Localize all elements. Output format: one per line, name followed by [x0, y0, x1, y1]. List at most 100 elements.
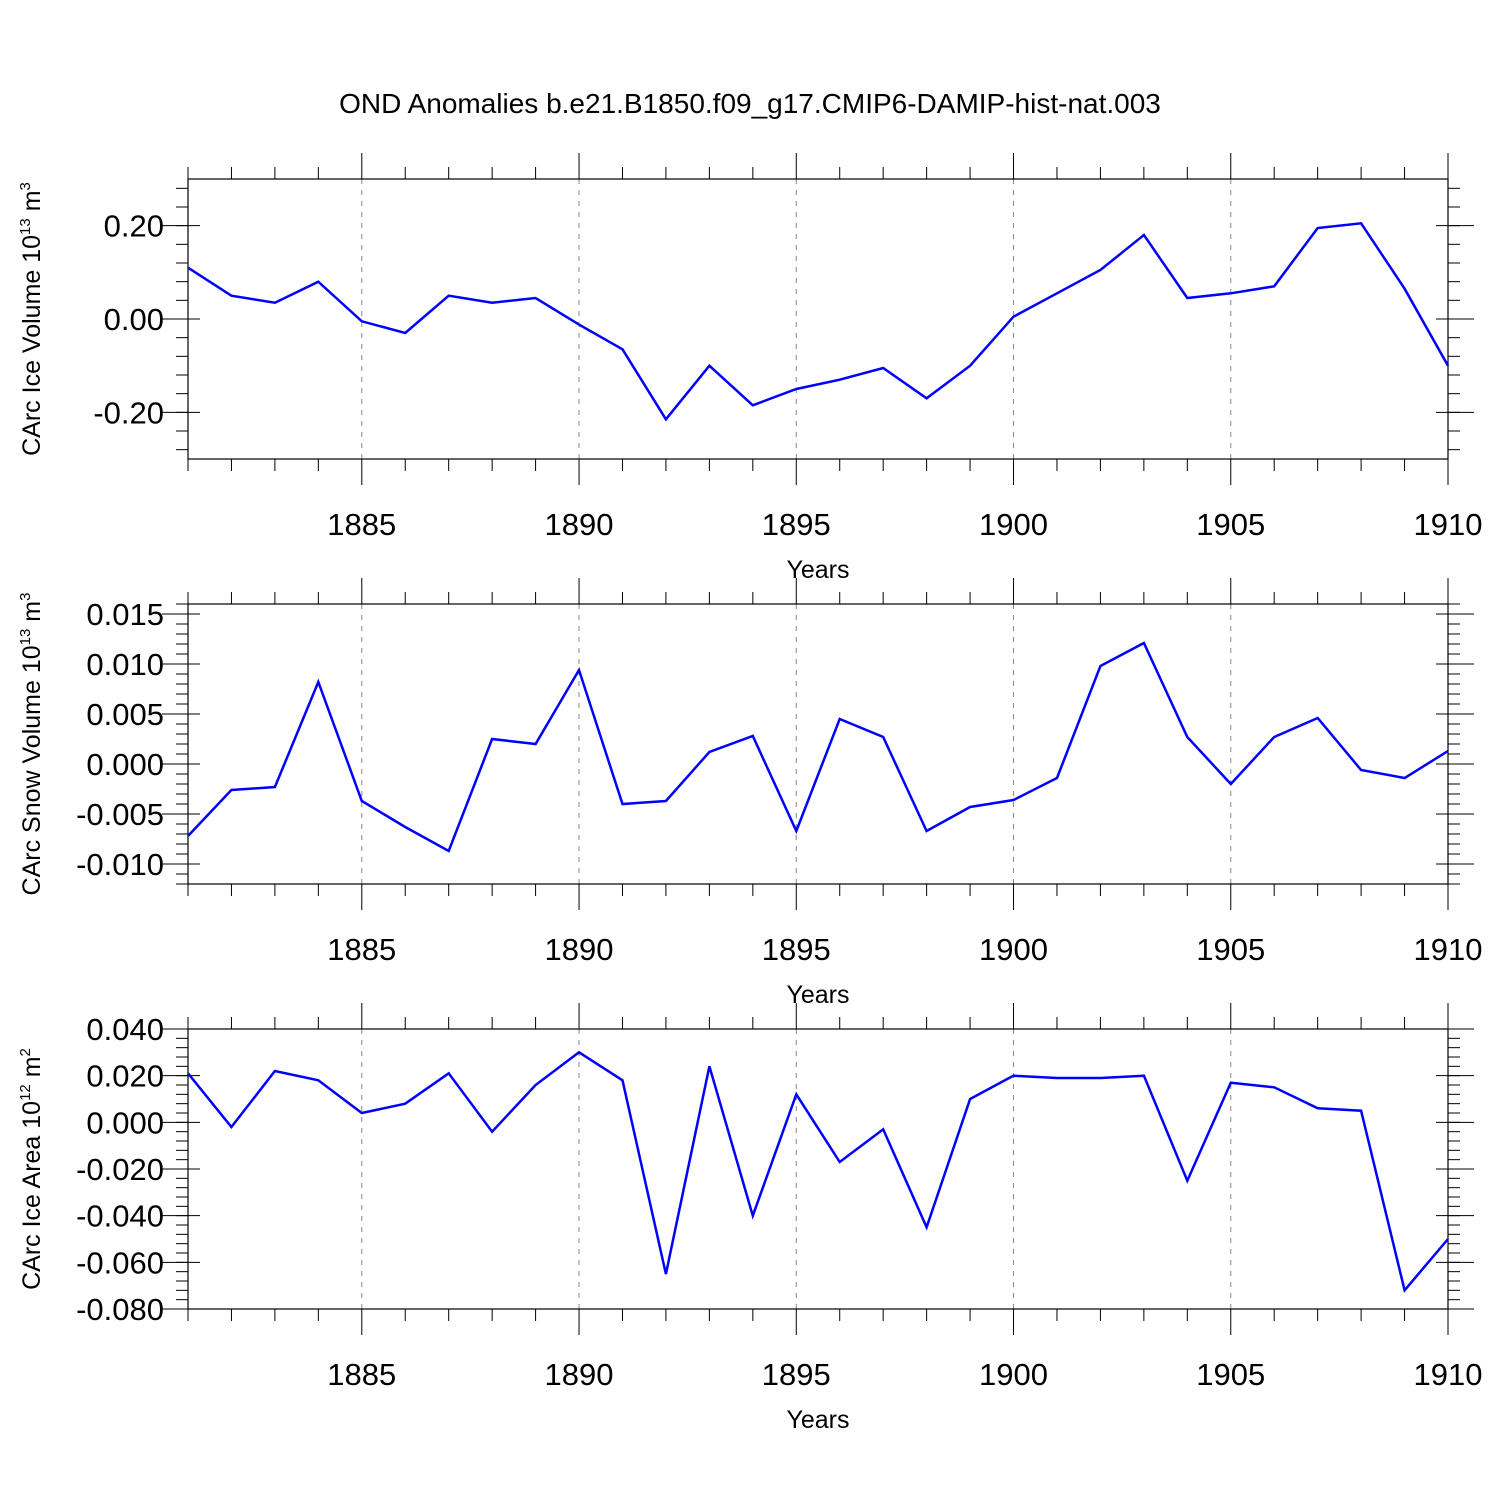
- x-axis-title: Years: [786, 556, 849, 584]
- data-point: [404, 826, 406, 828]
- data-point: [795, 388, 797, 390]
- ice-volume-panel: 0.20 0.00 -0.20 1885 1890 1895 1900 1905 1910 Yea…: [17, 153, 1482, 584]
- x-tick-label: 1890: [545, 507, 614, 542]
- data-point: [882, 736, 884, 738]
- data-point: [665, 800, 667, 802]
- x-tick-label: 1910: [1414, 1357, 1483, 1392]
- x-tick-label: 1900: [979, 932, 1048, 967]
- y-axis-title: CArc Snow Volume 1013 m3: [17, 593, 46, 896]
- x-axis-title: Years: [786, 1406, 849, 1434]
- data-point: [752, 1214, 754, 1216]
- data-point: [578, 1051, 580, 1053]
- y-tick-label: -0.005: [76, 797, 164, 832]
- y-tick-label: 0.015: [86, 597, 164, 632]
- ice-area-series-line: [187, 1050, 1449, 1293]
- data-point: [230, 789, 232, 791]
- data-point: [1143, 642, 1145, 644]
- data-point: [230, 1126, 232, 1128]
- data-point: [1403, 287, 1405, 289]
- data-point: [665, 418, 667, 420]
- data-point: [839, 1161, 841, 1163]
- plot-frame: [187, 1028, 1449, 1310]
- data-point: [1056, 777, 1058, 779]
- data-point: [882, 1128, 884, 1130]
- data-point: [1099, 1077, 1101, 1079]
- x-tick-label: 1890: [545, 932, 614, 967]
- data-point: [187, 1072, 189, 1074]
- data-point: [1316, 227, 1318, 229]
- x-tick-label: 1885: [327, 1357, 396, 1392]
- data-point: [491, 1130, 493, 1132]
- data-point: [187, 835, 189, 837]
- data-point: [1273, 1086, 1275, 1088]
- x-tick-label: 1895: [762, 1357, 831, 1392]
- data-point: [1230, 292, 1232, 294]
- data-point: [274, 786, 276, 788]
- ice-volume-series-line: [187, 221, 1450, 422]
- x-tick-label: 1905: [1196, 507, 1265, 542]
- data-point: [534, 1084, 536, 1086]
- data-point: [317, 681, 319, 683]
- x-tick-label: 1895: [762, 932, 831, 967]
- data-point: [1099, 269, 1101, 271]
- y-tick-label: 0.005: [86, 697, 164, 732]
- data-point: [665, 1273, 667, 1275]
- y-tick-label: 0.020: [86, 1059, 164, 1094]
- x-tick-label: 1900: [979, 1357, 1048, 1392]
- x-tick-label: 1890: [545, 1357, 614, 1392]
- plot-frame: [187, 603, 1449, 885]
- data-point: [534, 297, 536, 299]
- data-point: [1186, 736, 1188, 738]
- data-point: [1012, 799, 1014, 801]
- y-tick-label: 0.000: [86, 1105, 164, 1140]
- data-point: [1360, 222, 1362, 224]
- data-point: [1230, 1081, 1232, 1083]
- snow-volume-series-line: [187, 641, 1449, 853]
- data-point: [1403, 1289, 1405, 1291]
- y-tick-label: -0.010: [76, 847, 164, 882]
- data-point: [274, 1070, 276, 1072]
- plot-frame: [187, 178, 1449, 460]
- data-point: [1143, 1074, 1145, 1076]
- data-point: [621, 348, 623, 350]
- y-tick-label: 0.040: [86, 1012, 164, 1047]
- data-point: [969, 1098, 971, 1100]
- data-point: [795, 1093, 797, 1095]
- data-point: [361, 1112, 363, 1114]
- data-point: [925, 1226, 927, 1228]
- data-point: [1316, 717, 1318, 719]
- data-point: [708, 1065, 710, 1067]
- data-point: [708, 364, 710, 366]
- y-tick-label: -0.020: [76, 1152, 164, 1187]
- y-tick-label: 0.010: [86, 647, 164, 682]
- data-point: [1056, 292, 1058, 294]
- data-point: [1056, 1077, 1058, 1079]
- data-point: [839, 718, 841, 720]
- data-point: [969, 806, 971, 808]
- data-point: [187, 266, 189, 268]
- data-point: [1403, 777, 1405, 779]
- data-point: [708, 751, 710, 753]
- data-point: [621, 803, 623, 805]
- data-point: [274, 301, 276, 303]
- data-point: [361, 800, 363, 802]
- data-point: [317, 1079, 319, 1081]
- data-point: [404, 332, 406, 334]
- data-point: [1012, 315, 1014, 317]
- data-point: [578, 669, 580, 671]
- data-point: [447, 294, 449, 296]
- data-point: [317, 280, 319, 282]
- data-point: [925, 830, 927, 832]
- snow-volume-panel: 0.015 0.010 0.005 0.000 -0.005 -0.010 1885 1890…: [17, 578, 1482, 1009]
- data-point: [1447, 1238, 1449, 1240]
- data-point: [1143, 234, 1145, 236]
- data-point: [404, 1102, 406, 1104]
- data-point: [1273, 285, 1275, 287]
- data-point: [752, 404, 754, 406]
- data-point: [752, 735, 754, 737]
- y-tick-label: -0.060: [76, 1245, 164, 1280]
- x-tick-label: 1885: [327, 507, 396, 542]
- x-tick-label: 1905: [1196, 1357, 1265, 1392]
- data-point: [361, 320, 363, 322]
- data-point: [925, 397, 927, 399]
